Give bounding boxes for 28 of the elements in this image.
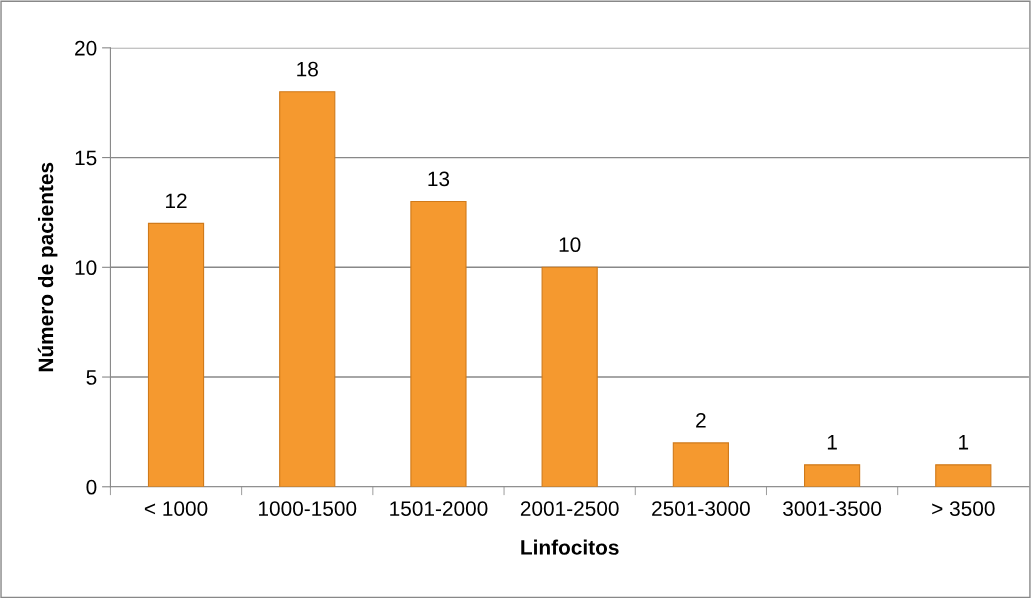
x-tick-label: > 3500 [932,501,995,516]
x-tick-label: 1000-1500 [259,501,357,516]
x-tick-label: 3001-3500 [783,501,882,516]
bar [935,464,992,487]
bar [410,200,467,487]
data-label: 12 [166,193,187,208]
x-tick-label: 1501-2000 [390,501,488,516]
x-axis-title: Linfocitos [521,539,619,555]
y-axis-title: Número de pacientes [37,162,58,372]
bar [803,464,861,487]
y-tick-label: 15 [75,150,97,166]
data-label: 18 [297,61,318,77]
data-label: 2 [696,412,706,428]
data-label: 1 [959,435,969,450]
x-tick-label: 2501-3000 [652,501,750,516]
bar [672,442,729,487]
bar [279,91,336,487]
y-tick-label: 20 [75,40,97,56]
y-tick-label: 5 [86,370,97,385]
y-tick-label: 0 [86,479,97,495]
data-label: 13 [428,171,450,187]
data-label: 10 [559,237,581,253]
x-tick-label: < 1000 [144,501,208,516]
bar [147,222,205,487]
data-label: 1 [827,435,837,450]
x-tick-label: 2001-2500 [520,501,619,516]
y-tick-label: 10 [75,260,97,276]
bar [541,266,598,487]
